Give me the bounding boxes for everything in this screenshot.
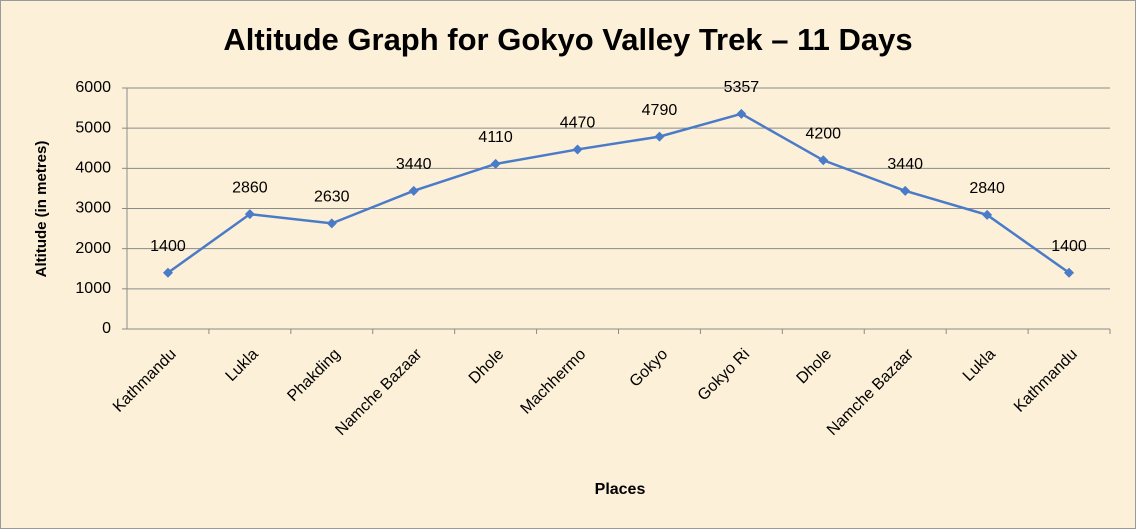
point [818,155,829,166]
point [326,218,337,229]
y-axis-label: Altitude (in metres) [33,141,50,278]
y-tick-label: 5000 [75,119,111,136]
data-label: 4470 [560,115,596,132]
data-label: 2630 [314,189,350,206]
y-tick-label: 1000 [75,280,111,297]
point [900,185,911,196]
y-tick-label: 2000 [75,240,111,257]
point [572,144,583,155]
data-label: 4790 [642,102,678,119]
point [162,267,173,278]
data-label: 5357 [724,79,760,96]
point [982,209,993,220]
data-label: 4200 [805,126,841,143]
point [490,158,501,169]
data-label: 1400 [1051,238,1087,255]
y-tick-label: 6000 [75,79,111,96]
y-tick-label: 0 [102,320,111,337]
data-label: 3440 [887,156,923,173]
point [408,185,419,196]
line [167,112,1070,274]
data-label: 1400 [150,238,186,255]
data-label: 3440 [396,156,432,173]
point [654,131,665,142]
data-label: 4110 [478,129,513,146]
data-label: 2840 [969,180,1005,197]
point [244,209,255,220]
y-tick-label: 3000 [75,200,111,217]
point [736,108,747,119]
y-tick-label: 4000 [75,160,111,177]
x-axis-label: Places [595,481,646,498]
data-label: 2860 [232,179,268,196]
chart-title: Altitude Graph for Gokyo Valley Trek – 1… [223,22,912,57]
point [1064,267,1075,278]
